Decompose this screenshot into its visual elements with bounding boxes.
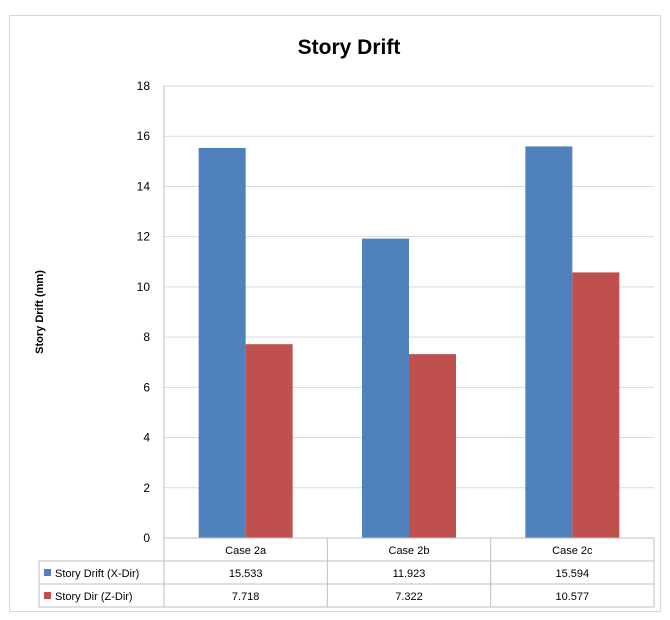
data-table-value: 11.923 [393, 568, 426, 580]
chart-title: Story Drift [298, 36, 401, 59]
y-tick-label: 4 [143, 431, 150, 445]
legend-swatch [44, 569, 51, 576]
bar-x-dir-0 [198, 147, 246, 539]
y-tick-label: 14 [137, 179, 151, 193]
data-table-value: 15.594 [556, 568, 590, 580]
bar-x-dir-1 [362, 238, 409, 538]
data-table-value: 15.533 [229, 568, 263, 580]
bar-z-dir-1 [409, 354, 456, 538]
bar-x-dir-2 [525, 146, 573, 538]
y-tick-label: 12 [137, 230, 151, 244]
y-tick-label: 10 [137, 280, 151, 294]
x-tick-label: Case 2b [389, 545, 430, 557]
x-tick-label: Case 2a [225, 545, 267, 557]
legend-label: Story Dir (Z-Dir) [55, 591, 133, 603]
data-table-value: 7.322 [395, 591, 423, 603]
legend-label: Story Drift (X-Dir) [55, 568, 139, 580]
data-table: Case 2a Case 2b Case 2c Story Drift (X-Dir)… [38, 537, 655, 608]
chart-frame: 0 2 4 6 8 10 12 14 16 18 Case 2a Case 2b Case 2c Sto… [9, 15, 661, 612]
axes: 0 2 4 6 8 10 12 14 16 18 [137, 79, 165, 607]
x-tick-label: Case 2c [552, 545, 593, 557]
y-tick-label: 6 [143, 380, 150, 394]
bars [198, 146, 620, 539]
bar-z-dir-0 [245, 344, 293, 538]
y-tick-label: 8 [143, 330, 150, 344]
bar-z-dir-2 [572, 272, 620, 538]
chart-canvas: 0 2 4 6 8 10 12 14 16 18 Case 2a Case 2b Case 2c Sto… [34, 36, 655, 608]
y-tick-label: 16 [137, 129, 151, 143]
y-tick-label: 2 [143, 481, 150, 495]
data-table-value: 7.718 [232, 591, 260, 603]
data-table-value: 10.577 [556, 591, 590, 603]
y-axis-label: Story Drift (mm) [34, 270, 46, 354]
y-tick-label: 18 [137, 79, 151, 93]
y-tick-label: 0 [143, 531, 150, 545]
legend-swatch [44, 592, 51, 599]
